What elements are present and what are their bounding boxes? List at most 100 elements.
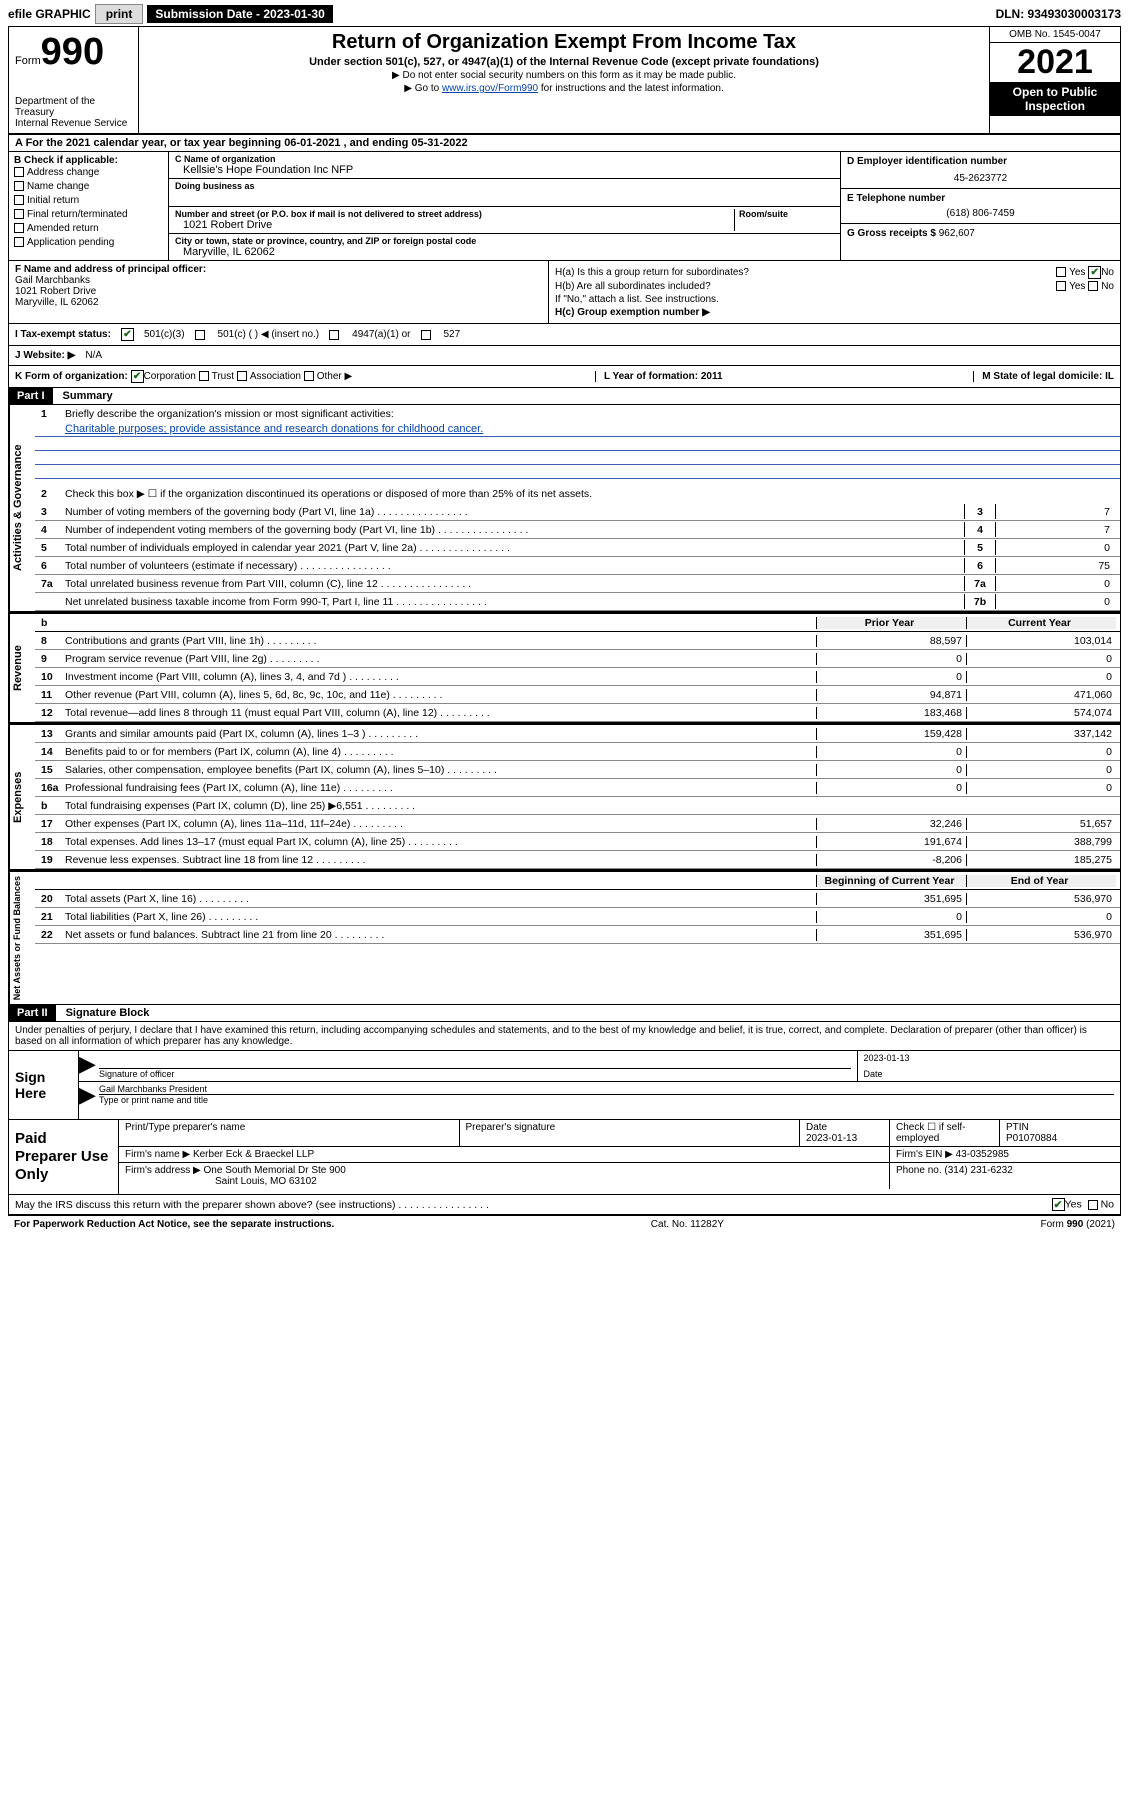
footer-right: Form 990 (2021) [1041,1219,1115,1230]
print-button[interactable]: print [95,4,144,24]
opt-other: Other ▶ [317,371,352,382]
prep-name-label: Print/Type preparer's name [125,1122,245,1133]
section-j-label: J Website: ▶ [15,350,75,361]
summary-line: 22Net assets or fund balances. Subtract … [35,926,1120,944]
expenses-section: Expenses 13Grants and similar amounts pa… [8,723,1121,870]
opt-trust: Trust [212,371,234,382]
chk-amended-return[interactable]: Amended return [14,222,163,236]
city-value: Maryville, IL 62062 [175,246,834,258]
instruction-1: ▶ Do not enter social security numbers o… [147,70,981,81]
summary-line: 20Total assets (Part X, line 16)351,6955… [35,890,1120,908]
ha-label: H(a) Is this a group return for subordin… [555,267,749,278]
header-left: Form 990 Department of the Treasury Inte… [9,27,139,133]
ha-no-checked: ✔ [1088,266,1101,279]
website-value: N/A [85,350,102,361]
header-center: Return of Organization Exempt From Incom… [139,27,990,133]
summary-line: 9Program service revenue (Part VIII, lin… [35,650,1120,668]
chk-final-return[interactable]: Final return/terminated [14,208,163,222]
part-ii-header: Part II [9,1005,56,1021]
discuss-yes: Yes [1065,1199,1082,1211]
firm-addr2: Saint Louis, MO 63102 [125,1176,317,1187]
line1-text: Briefly describe the organization's miss… [65,408,1116,420]
dba-label: Doing business as [175,181,834,191]
irs-link[interactable]: www.irs.gov/Form990 [442,83,538,94]
line2-text: Check this box ▶ ☐ if the organization d… [65,488,1116,500]
header-right: OMB No. 1545-0047 2021 Open to Public In… [990,27,1120,133]
summary-line: 17Other expenses (Part IX, column (A), l… [35,815,1120,833]
firm-name-label: Firm's name ▶ [125,1149,190,1160]
open-inspection: Open to Public Inspection [990,82,1120,116]
summary-line: 14Benefits paid to or for members (Part … [35,743,1120,761]
ha-yes: Yes [1069,267,1085,278]
dln-label: DLN: 93493030003173 [996,7,1121,21]
chk-application-pending[interactable]: Application pending [14,236,163,250]
section-f: F Name and address of principal officer:… [9,261,549,323]
section-c: C Name of organization Kellsie's Hope Fo… [169,152,840,260]
submission-date: Submission Date - 2023-01-30 [147,5,332,23]
chk-initial-return[interactable]: Initial return [14,194,163,208]
city-label: City or town, state or province, country… [175,236,834,246]
chk-name-change[interactable]: Name change [14,180,163,194]
revenue-section: Revenue b Prior Year Current Year 8Contr… [8,612,1121,723]
chk-501c3: ✔ [121,328,134,341]
officer-addr2: Maryville, IL 62062 [15,297,99,308]
hb-yes: Yes [1069,281,1085,292]
opt-corp: Corporation [144,371,196,382]
mission-link[interactable]: Charitable purposes; provide assistance … [65,423,483,435]
sig-intro: Under penalties of perjury, I declare th… [9,1022,1120,1050]
sign-here-label: Sign Here [9,1051,79,1119]
hb-label: H(b) Are all subordinates included? [555,281,711,292]
ptin-label: PTIN [1006,1122,1029,1133]
chk-self-employed: Check ☐ if self-employed [896,1122,966,1144]
part-ii-title: Signature Block [56,1005,160,1021]
entity-right: D Employer identification number 45-2623… [840,152,1120,260]
form-title: Return of Organization Exempt From Incom… [147,31,981,54]
hc-label: H(c) Group exemption number ▶ [555,307,710,318]
summary-line: 16aProfessional fundraising fees (Part I… [35,779,1120,797]
summary-line: 4Number of independent voting members of… [35,521,1120,539]
section-b-label: B Check if applicable: [14,155,118,166]
paid-preparer-label: Paid Preparer Use Only [9,1120,119,1194]
opt-4947: 4947(a)(1) or [352,329,410,340]
officer-typed-name: Gail Marchbanks President [99,1084,1114,1095]
discuss-no: No [1101,1199,1114,1211]
instr2-suffix: for instructions and the latest informat… [538,83,724,94]
tel-label: E Telephone number [847,193,1114,204]
part-i-bar: Part I Summary [8,388,1121,405]
form-page: efile GRAPHIC print Submission Date - 20… [0,0,1129,1237]
sig-date: 2023-01-13 [864,1053,1115,1069]
ha-no: No [1101,267,1114,278]
firm-name: Kerber Eck & Braeckel LLP [193,1149,314,1160]
governance-vlabel: Activities & Governance [9,405,35,611]
col-b: b [39,617,65,629]
mission-blank-3 [35,465,1120,479]
gross-receipts-value: 962,607 [939,228,975,239]
revenue-vlabel: Revenue [9,614,35,722]
form-word: Form [15,55,41,67]
type-name-label: Type or print name and title [99,1095,208,1105]
tax-year: 2021 [990,43,1120,82]
section-l: L Year of formation: 2011 [604,371,723,382]
section-f-h: F Name and address of principal officer:… [8,261,1121,324]
firm-addr-label: Firm's address ▶ [125,1165,201,1176]
sig-arrow-icon-2: ▶ [79,1082,93,1108]
summary-line: 10Investment income (Part VIII, column (… [35,668,1120,686]
begin-year-header: Beginning of Current Year [816,875,966,887]
firm-addr1: One South Memorial Dr Ste 900 [204,1165,346,1176]
form-number: 990 [41,31,104,74]
section-f-label: F Name and address of principal officer: [15,264,206,275]
hb-no: No [1101,281,1114,292]
officer-addr1: 1021 Robert Drive [15,286,96,297]
section-b: B Check if applicable: Address change Na… [9,152,169,260]
governance-section: Activities & Governance 1 Briefly descri… [8,405,1121,612]
summary-line: 7aTotal unrelated business revenue from … [35,575,1120,593]
summary-line: 8Contributions and grants (Part VIII, li… [35,632,1120,650]
part-i-header: Part I [9,388,53,404]
addr-label: Number and street (or P.O. box if mail i… [175,209,734,219]
section-k: K Form of organization: ✔Corporation Tru… [8,366,1121,388]
chk-corporation: ✔ [131,370,144,383]
mission-blank-1 [35,437,1120,451]
chk-address-change[interactable]: Address change [14,166,163,180]
gross-receipts-label: G Gross receipts $ [847,228,936,239]
mission-blank-2 [35,451,1120,465]
